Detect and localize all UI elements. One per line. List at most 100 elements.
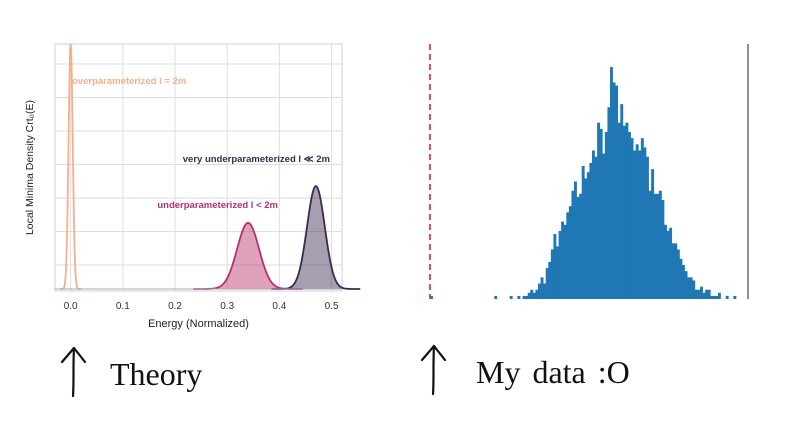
x-tick-label: 0.5 <box>325 301 339 312</box>
caption-theory: Theory <box>110 356 203 392</box>
histogram-bar <box>702 292 706 299</box>
x-axis-label: Energy (Normalized) <box>148 318 249 330</box>
histogram-bar <box>651 169 655 299</box>
histogram-bar <box>638 150 642 299</box>
histogram-bar <box>594 156 598 299</box>
up-arrow-icon <box>420 344 447 396</box>
histogram-bar <box>625 122 629 300</box>
histogram-bar <box>545 268 549 299</box>
histogram-bar <box>617 122 621 300</box>
histogram-bar <box>517 295 521 299</box>
histogram-bar <box>661 200 665 299</box>
histogram-bar <box>574 181 577 299</box>
histogram-bar <box>532 292 536 299</box>
histogram-bar <box>584 178 588 299</box>
histogram-bar <box>630 138 634 299</box>
histogram-bar <box>563 224 567 299</box>
histogram-bar <box>676 249 680 299</box>
histogram-bar <box>509 295 513 299</box>
histogram-bar <box>615 85 619 299</box>
x-tick-label: 0.4 <box>272 301 286 312</box>
histogram-bar <box>646 156 649 299</box>
histogram-bar <box>718 292 721 299</box>
series-label-very-underparameterized: very underparameterized l ≪ 2m <box>183 154 330 165</box>
histogram-bar <box>610 67 613 299</box>
histogram-bar <box>671 243 675 299</box>
histogram-bar <box>530 289 534 299</box>
histogram-bar <box>707 289 711 299</box>
histogram-bar <box>692 280 696 299</box>
histogram-bar <box>705 289 709 299</box>
histogram-bar <box>558 230 562 299</box>
histogram-bar <box>640 138 644 299</box>
histogram-bar <box>635 144 639 299</box>
theory-chart: 0.0 0.1 0.2 0.3 0.4 0.5 Energy (Normalized) Loc… <box>24 43 361 330</box>
histogram-bar <box>522 295 526 299</box>
histogram-bar <box>694 289 698 299</box>
histogram-bar <box>579 193 583 299</box>
histogram-bar <box>643 147 647 299</box>
x-tick-label: 0.3 <box>220 301 234 312</box>
data-histogram <box>429 44 749 300</box>
histogram-bar <box>550 249 554 299</box>
histogram-bar <box>543 283 547 299</box>
histogram-bar <box>689 277 693 299</box>
histogram-bar <box>669 227 673 299</box>
histogram-bar <box>725 295 729 299</box>
histogram-bar <box>700 286 703 299</box>
histogram-bar <box>525 295 529 299</box>
histogram-bar <box>561 221 565 299</box>
histogram-bar <box>710 295 714 299</box>
histogram-bar <box>682 264 685 299</box>
histogram-bar <box>581 165 585 299</box>
series-label-underparameterized: underparameterized l < 2m <box>157 200 278 211</box>
histogram-bar <box>430 295 433 299</box>
histogram-bar <box>664 224 667 299</box>
histogram-bar <box>604 131 608 299</box>
histogram-bar <box>548 261 552 299</box>
histogram-bar <box>674 243 678 299</box>
histogram-bar <box>622 125 626 300</box>
histogram-bar <box>679 258 683 299</box>
histogram-bar <box>715 295 719 299</box>
histogram-bar <box>712 295 716 299</box>
histogram-bar <box>697 289 701 299</box>
histogram-bar <box>620 104 624 300</box>
caption-my-data: My data :O <box>476 354 630 390</box>
histogram-bar <box>597 122 601 300</box>
x-tick-label: 0.2 <box>168 301 182 312</box>
histogram-bar <box>566 212 570 299</box>
histogram-bar <box>684 271 688 299</box>
histogram-bar <box>576 196 580 299</box>
histogram-bar <box>540 277 544 299</box>
histogram-bar <box>648 190 652 299</box>
series-area-2 <box>271 186 361 289</box>
histogram-bar <box>633 150 637 299</box>
histogram-bar <box>602 153 606 299</box>
histogram-bar <box>553 234 557 299</box>
up-arrow-icon <box>60 346 87 398</box>
histogram-bar <box>571 190 575 299</box>
plot-area <box>54 43 343 292</box>
histogram-bar <box>538 283 541 299</box>
histogram-bar <box>607 107 611 300</box>
histogram-bar <box>628 131 631 299</box>
histogram-bar <box>687 277 691 299</box>
histogram-bar <box>527 292 531 299</box>
series-line-0 <box>60 43 82 290</box>
histogram-bar <box>599 128 603 299</box>
histogram-bar <box>494 295 498 299</box>
histogram-bar <box>658 190 662 299</box>
histogram-bar <box>535 289 539 299</box>
x-tick-label: 0.0 <box>64 301 78 312</box>
series-area-1 <box>193 222 303 289</box>
histogram-bar <box>592 150 595 299</box>
histogram-bar <box>586 172 590 299</box>
histogram-bar <box>666 230 670 299</box>
series-label-overparameterized: overparameterized l = 2m <box>72 76 186 87</box>
histogram-bar <box>589 162 593 299</box>
histogram-bar <box>568 206 572 299</box>
histogram-bar <box>733 295 737 299</box>
histogram-bar <box>656 193 660 299</box>
histogram-bar <box>612 82 616 299</box>
